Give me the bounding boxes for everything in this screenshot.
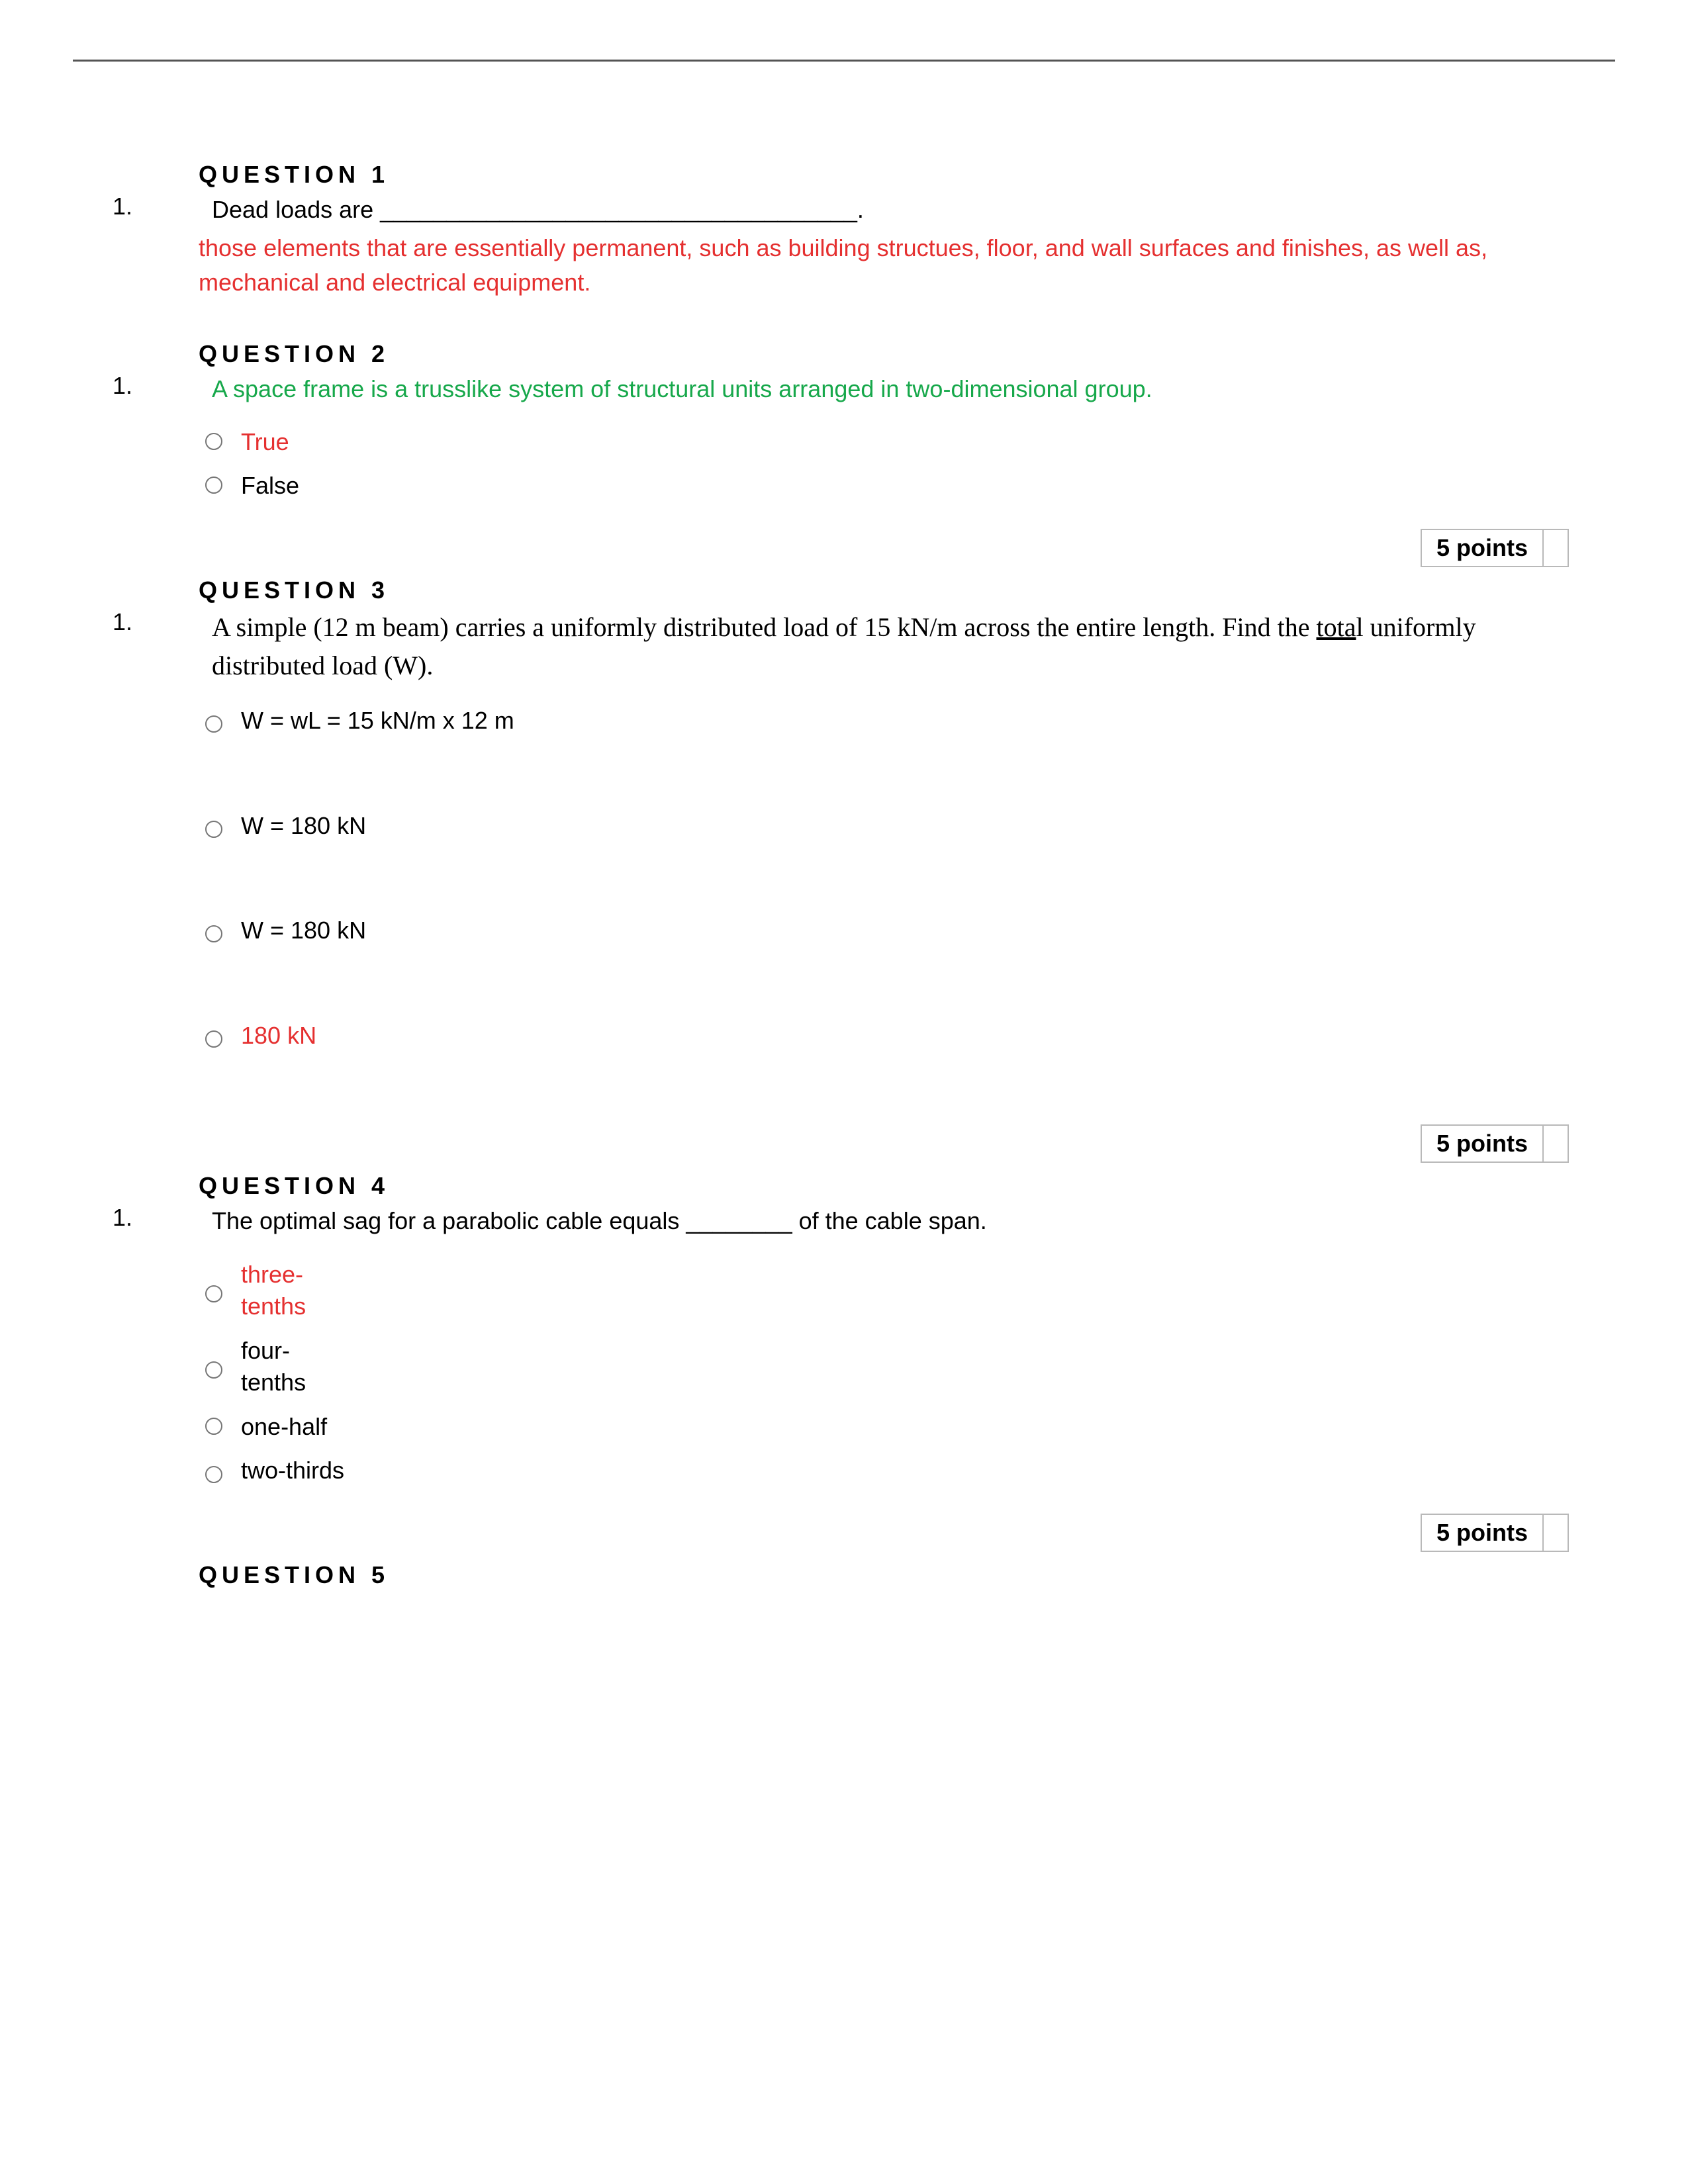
question-2-prompt: A space frame is a trusslike system of s… bbox=[212, 372, 1152, 406]
question-2-options: True False bbox=[205, 426, 1569, 502]
question-4-prompt: The optimal sag for a parabolic cable eq… bbox=[212, 1204, 987, 1238]
option-label: W = wL = 15 kN/m x 12 m bbox=[241, 705, 514, 737]
question-3-options: W = wL = 15 kN/m x 12 m W = 180 kN W = 1… bbox=[205, 705, 1569, 1052]
points-label: 5 points bbox=[1422, 1515, 1544, 1551]
question-3-number: 1. bbox=[113, 608, 212, 636]
option-label: W = 180 kN bbox=[241, 810, 366, 842]
question-3-option[interactable]: W = 180 kN bbox=[205, 810, 1569, 842]
option-label: W = 180 kN bbox=[241, 915, 366, 947]
question-3-prompt: A simple (12 m beam) carries a uniformly… bbox=[212, 608, 1569, 685]
points-box: 5 points bbox=[1421, 529, 1569, 567]
question-3-option[interactable]: W = 180 kN bbox=[205, 915, 1569, 947]
question-2-heading: QUESTION 2 bbox=[199, 340, 1569, 368]
option-label: four-tenths bbox=[241, 1335, 353, 1399]
page: QUESTION 1 1. Dead loads are ___________… bbox=[0, 0, 1688, 2184]
question-3-heading: QUESTION 3 bbox=[199, 576, 1569, 604]
points-row: 5 points bbox=[199, 1514, 1569, 1552]
question-3-option[interactable]: 180 kN bbox=[205, 1020, 1569, 1052]
question-1-heading: QUESTION 1 bbox=[199, 161, 1569, 189]
radio-icon[interactable] bbox=[205, 1418, 222, 1435]
question-4-row: 1. The optimal sag for a parabolic cable… bbox=[199, 1204, 1569, 1238]
option-label: False bbox=[241, 470, 299, 502]
question-1-row: 1. Dead loads are ______________________… bbox=[199, 193, 1569, 227]
points-label: 5 points bbox=[1422, 1126, 1544, 1161]
option-label: three-tenths bbox=[241, 1259, 353, 1323]
question-4-options: three-tenths four-tenths one-half two-th… bbox=[205, 1259, 1569, 1488]
points-gap bbox=[1544, 1126, 1568, 1161]
question-4-option[interactable]: one-half bbox=[205, 1411, 1569, 1443]
question-1-answer: those elements that are essentially perm… bbox=[199, 231, 1569, 300]
radio-icon[interactable] bbox=[205, 1030, 222, 1048]
option-label: two-thirds bbox=[241, 1455, 344, 1487]
question-4-option[interactable]: four-tenths bbox=[205, 1335, 1569, 1399]
question-4-option[interactable]: three-tenths bbox=[205, 1259, 1569, 1323]
content-area: QUESTION 1 1. Dead loads are ___________… bbox=[73, 161, 1615, 1589]
question-3-prompt-pre: A simple (12 m beam) carries a uniformly… bbox=[212, 612, 1317, 642]
points-box: 5 points bbox=[1421, 1514, 1569, 1552]
question-4-option[interactable]: two-thirds bbox=[205, 1455, 1569, 1487]
radio-icon[interactable] bbox=[205, 1466, 222, 1483]
radio-icon[interactable] bbox=[205, 925, 222, 942]
question-4-heading: QUESTION 4 bbox=[199, 1172, 1569, 1200]
radio-icon[interactable] bbox=[205, 715, 222, 733]
question-2-option[interactable]: True bbox=[205, 426, 1569, 459]
question-5-heading: QUESTION 5 bbox=[199, 1561, 1569, 1589]
radio-icon[interactable] bbox=[205, 821, 222, 838]
question-3-prompt-underline: tota bbox=[1317, 612, 1356, 642]
question-2-row: 1. A space frame is a trusslike system o… bbox=[199, 372, 1569, 406]
question-4-number: 1. bbox=[113, 1204, 212, 1232]
question-2-option[interactable]: False bbox=[205, 470, 1569, 502]
option-label: 180 kN bbox=[241, 1020, 316, 1052]
radio-icon[interactable] bbox=[205, 1285, 222, 1302]
question-1-prompt: Dead loads are _________________________… bbox=[212, 193, 864, 227]
radio-icon[interactable] bbox=[205, 1361, 222, 1379]
points-label: 5 points bbox=[1422, 530, 1544, 566]
points-row: 5 points bbox=[199, 1124, 1569, 1163]
option-label: one-half bbox=[241, 1411, 327, 1443]
points-box: 5 points bbox=[1421, 1124, 1569, 1163]
spacer bbox=[199, 300, 1569, 340]
top-rule bbox=[73, 60, 1615, 62]
option-label: True bbox=[241, 426, 289, 459]
radio-icon[interactable] bbox=[205, 433, 222, 450]
question-2-number: 1. bbox=[113, 372, 212, 400]
points-gap bbox=[1544, 530, 1568, 566]
question-1-number: 1. bbox=[113, 193, 212, 220]
question-3-row: 1. A simple (12 m beam) carries a unifor… bbox=[199, 608, 1569, 685]
points-row: 5 points bbox=[199, 529, 1569, 567]
points-gap bbox=[1544, 1515, 1568, 1551]
radio-icon[interactable] bbox=[205, 477, 222, 494]
question-3-option[interactable]: W = wL = 15 kN/m x 12 m bbox=[205, 705, 1569, 737]
